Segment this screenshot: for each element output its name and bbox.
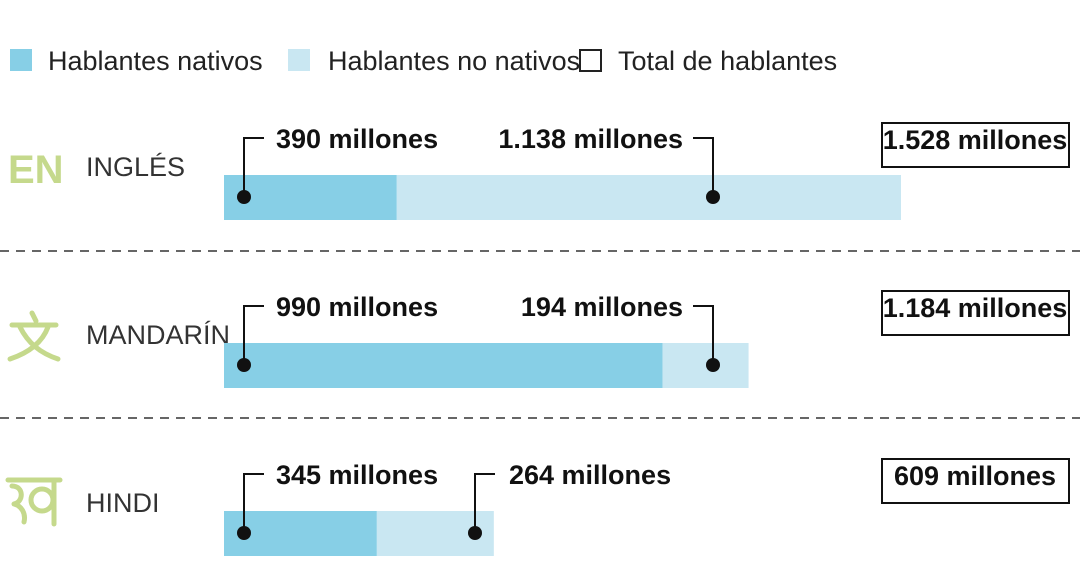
leader-line [243,473,264,533]
total-label: 1.184 millones [883,293,1068,323]
total-label: 1.528 millones [883,125,1068,155]
total-box [881,290,1070,336]
leader-line [693,137,714,197]
value-label-native: 390 millones [276,124,438,154]
legend-swatch-total [579,49,602,72]
total-label: 609 millones [894,461,1056,491]
bar-native [224,175,397,220]
value-label-non-native: 1.138 millones [498,124,683,154]
legend-label-total: Total de hablantes [618,46,837,76]
total-box [881,122,1070,168]
value-label-native: 990 millones [276,292,438,322]
value-label-non-native: 264 millones [509,460,671,490]
leader-line [474,473,495,533]
language-name: HINDI [86,488,160,518]
bar-non-native [396,175,901,220]
english-code-label: EN [8,148,64,192]
leader-line [693,305,714,365]
leader-line [243,305,264,365]
value-label-non-native: 194 millones [521,292,683,322]
legend-swatch-native [10,49,32,71]
language-name: INGLÉS [86,152,185,182]
value-label-native: 345 millones [276,460,438,490]
legend-label-native: Hablantes nativos [48,46,263,76]
bar-non-native [662,343,749,388]
bar-native [224,343,663,388]
bars-layer: 390 millones 1.138 millones 1.528 millones… [224,122,1070,556]
wen-character-icon [7,310,61,362]
legend: Hablantes nativos Hablantes no nativos T… [10,46,837,76]
leader-line [243,137,264,197]
total-box [881,458,1070,504]
legend-swatch-non-native [288,49,310,71]
legend-label-non-native: Hablantes no nativos [328,46,580,76]
language-name: MANDARÍN [86,320,230,350]
kha-character-icon [5,477,63,527]
